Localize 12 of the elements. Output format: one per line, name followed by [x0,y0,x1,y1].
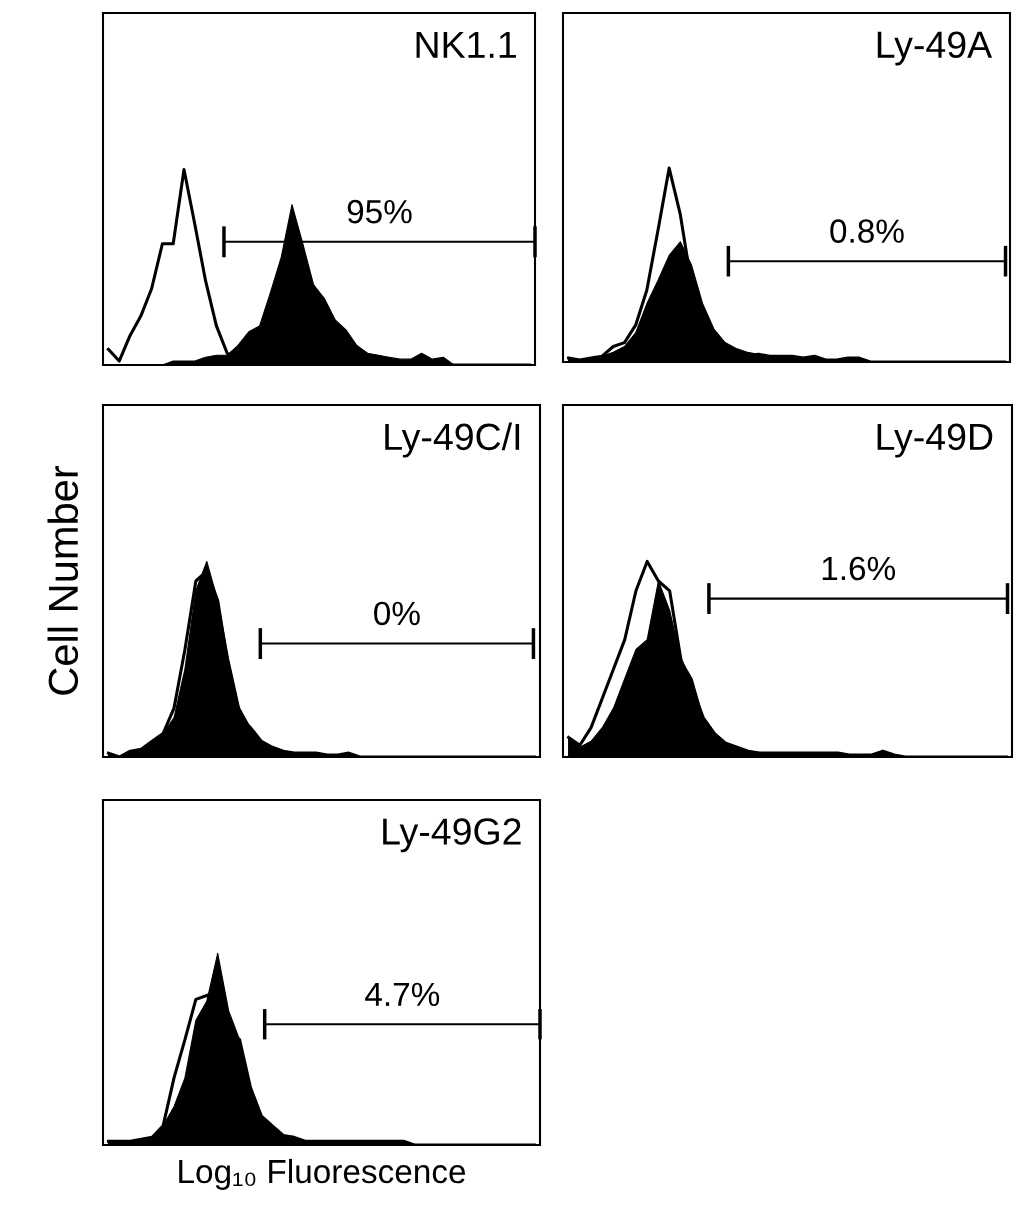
x-axis-title: Log₁₀ Fluorescence [179,1158,466,1190]
chart-title: Ly-49C/I [385,422,520,458]
annotation: 4.7% [365,982,440,1007]
chart-title: Ly-49G2 [383,818,521,853]
y-axis-title: Cell Number [47,465,79,695]
chart-title: Ly-49D [877,423,993,458]
annotation: 0% [374,601,420,626]
chart-title: Ly-49A [877,31,993,66]
chart-title: NK1.1 [416,31,516,58]
annotation: 95% [347,199,412,224]
annotation: 0.8% [830,219,904,243]
annotation: 1.6% [822,556,896,581]
